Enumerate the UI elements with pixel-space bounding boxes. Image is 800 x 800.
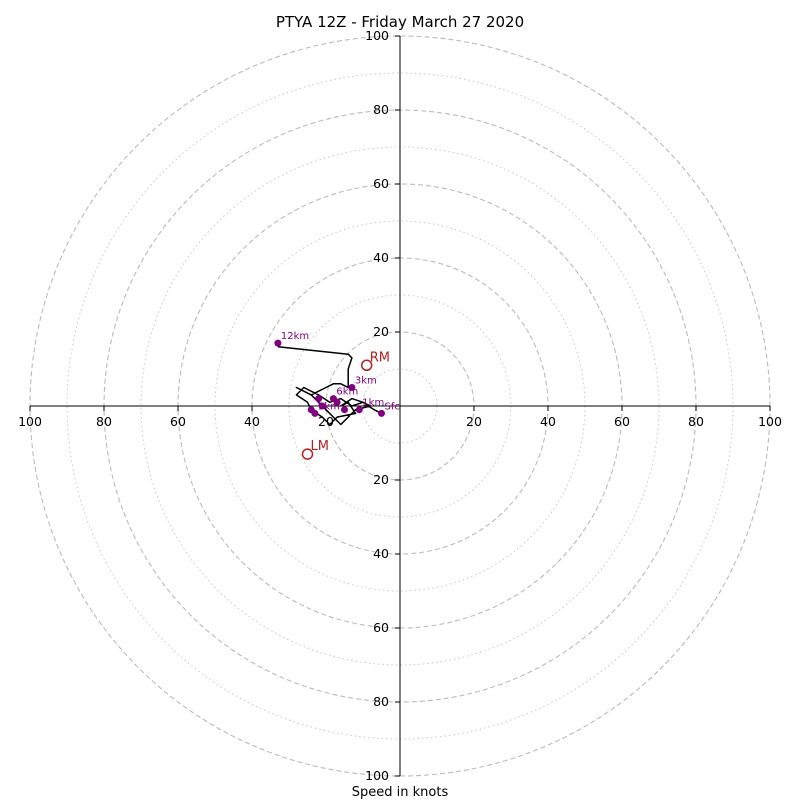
storm-motion-marker-0 — [360, 359, 373, 372]
height-point-8 — [341, 406, 348, 414]
height-label-4: 9km — [318, 401, 340, 412]
tick-label-left-100: 100 — [18, 414, 42, 429]
tick-label-bottom-60: 60 — [373, 620, 389, 635]
wind-trace — [277, 346, 382, 426]
tick-label-right-100: 100 — [758, 414, 782, 429]
storm-motion-label-0: RM — [370, 350, 390, 365]
tick-label-right-60: 60 — [614, 414, 630, 429]
height-point-6 — [318, 402, 326, 410]
chart-title: PTYA 12Z - Friday March 27 2020 — [276, 13, 524, 31]
storm-motion-markers: RM LM — [301, 350, 390, 460]
tick-label-bottom-80: 80 — [373, 694, 389, 709]
height-label-2: 3km — [355, 376, 377, 387]
tick-label-right-20: 20 — [466, 414, 482, 429]
height-label-5: 12km — [281, 331, 309, 342]
tick-label-left-80: 80 — [96, 414, 112, 429]
height-label-3: 6km — [336, 387, 358, 398]
tick-label-top-20: 20 — [373, 324, 389, 339]
tick-label-right-40: 40 — [540, 414, 556, 429]
height-point-2 — [348, 384, 356, 391]
height-point-9 — [307, 406, 315, 414]
tick-label-bottom-40: 40 — [373, 546, 389, 561]
tick-label-top-60: 60 — [373, 176, 389, 191]
axes — [30, 36, 770, 776]
tick-label-top-100: 100 — [365, 28, 389, 43]
storm-motion-marker-1 — [301, 448, 314, 460]
height-point-10 — [315, 395, 323, 403]
height-label-0: Sfc — [385, 401, 400, 412]
x-axis-label: Speed in knots — [352, 785, 449, 800]
tick-label-bottom-20: 20 — [373, 472, 389, 487]
tick-label-right-80: 80 — [688, 414, 704, 429]
tick-label-left-60: 60 — [170, 414, 186, 429]
height-point-7 — [333, 398, 341, 406]
height-point-1 — [355, 406, 363, 414]
wind-trace-line — [277, 346, 382, 426]
height-point-5 — [274, 339, 282, 347]
tick-label-bottom-100: 100 — [365, 768, 389, 783]
storm-motion-label-1: LM — [311, 439, 329, 454]
height-label-1: 1km — [362, 398, 384, 409]
tick-label-left-40: 40 — [244, 414, 260, 429]
tick-label-top-40: 40 — [373, 250, 389, 265]
tick-label-top-80: 80 — [373, 102, 389, 117]
height-point-0 — [378, 409, 385, 417]
